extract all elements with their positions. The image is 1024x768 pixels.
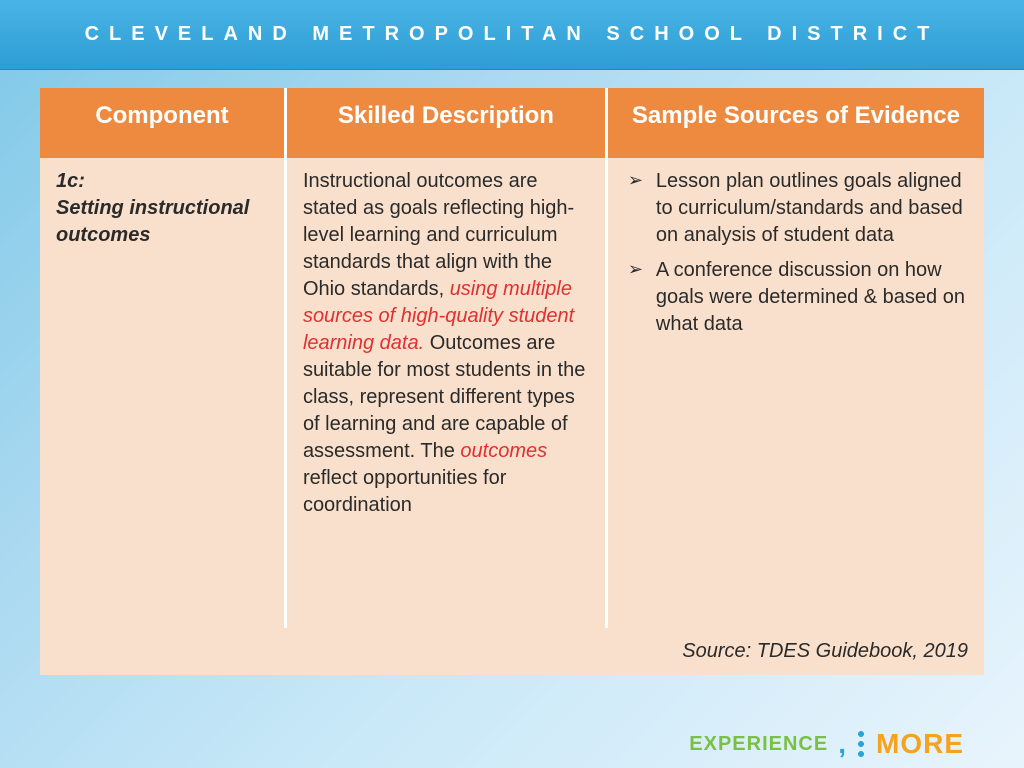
main-table: Component Skilled Description Sample Sou… [40,88,984,675]
th-skilled-description: Skilled Description [285,88,606,158]
source-cell: Source: TDES Guidebook, 2019 [40,628,984,675]
cell-component: 1c: Setting instructional outcomes [40,158,285,628]
footer-word-experience: EXPERIENCE [689,733,828,756]
cell-evidence: Lesson plan outlines goals aligned to cu… [606,158,984,628]
footer-dots-icon [856,729,866,759]
source-row: Source: TDES Guidebook, 2019 [40,628,984,675]
component-title: Setting instructional outcomes [56,197,249,246]
desc-part3: reflect opportunities for coordination [303,467,506,516]
table-header-row: Component Skilled Description Sample Sou… [40,88,984,158]
content-area: Component Skilled Description Sample Sou… [0,70,1024,675]
header-bar: CLEVELAND METROPOLITAN SCHOOL DISTRICT [0,0,1024,70]
th-sample-sources: Sample Sources of Evidence [606,88,984,158]
footer-word-more: MORE [876,728,964,760]
evidence-list: Lesson plan outlines goals aligned to cu… [624,168,968,338]
evidence-item: Lesson plan outlines goals aligned to cu… [628,168,968,249]
header-title: CLEVELAND METROPOLITAN SCHOOL DISTRICT [85,23,940,46]
cell-skilled-description: Instructional outcomes are stated as goa… [285,158,606,628]
evidence-item: A conference discussion on how goals wer… [628,257,968,338]
footer-comma-icon: , [838,728,846,760]
th-component: Component [40,88,285,158]
footer-graphic: EXPERIENCE , MORE [689,728,964,760]
desc-highlight2: outcomes [460,440,547,462]
component-code: 1c: [56,170,85,192]
table-row: 1c: Setting instructional outcomes Instr… [40,158,984,628]
